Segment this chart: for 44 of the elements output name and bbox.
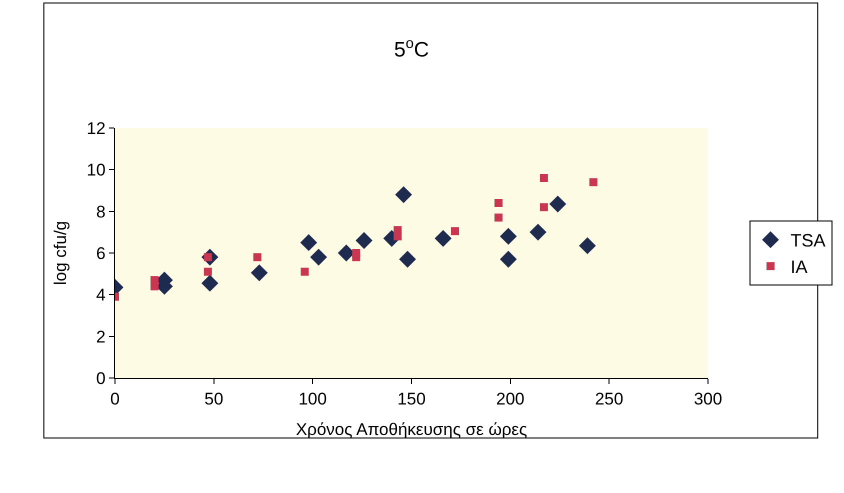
point	[589, 178, 598, 186]
point	[395, 186, 412, 204]
point	[578, 237, 596, 254]
legend-label: IA	[790, 257, 808, 278]
point	[494, 199, 502, 207]
point	[494, 214, 502, 222]
point	[500, 228, 517, 245]
y-tick-label: 0	[96, 368, 106, 388]
point	[450, 227, 459, 236]
point	[500, 250, 517, 268]
x-tick-label: 150	[397, 389, 426, 408]
point	[434, 230, 452, 247]
point	[253, 253, 262, 262]
point	[352, 253, 360, 262]
point	[201, 274, 218, 292]
point	[250, 264, 268, 282]
y-tick-label: 10	[86, 160, 106, 180]
x-tick-label: 200	[496, 389, 525, 408]
y-tick-label: 2	[96, 327, 106, 346]
point	[356, 232, 373, 249]
y-tick-label: 6	[96, 244, 106, 263]
point	[399, 250, 416, 268]
point	[300, 234, 318, 252]
point	[530, 224, 546, 241]
point	[540, 174, 548, 182]
point	[549, 196, 566, 212]
x-tick-label: 0	[110, 389, 120, 408]
chart-title: 5$^{o}$C	[394, 36, 430, 62]
point	[540, 203, 548, 212]
x-tick-label: 300	[694, 389, 722, 408]
y-tick-label: 8	[96, 202, 106, 222]
y-axis-title: log cfu/g	[51, 220, 70, 286]
x-tick-label: 100	[298, 389, 327, 408]
point	[310, 248, 328, 266]
x-tick-label: 50	[204, 389, 224, 408]
y-tick-label: 12	[86, 118, 106, 138]
y-tick-label: 4	[96, 286, 106, 305]
x-axis-title: Χρόνος Αποθήκευσης σε ώρες	[296, 420, 528, 439]
point	[394, 232, 402, 240]
x-tick-label: 250	[594, 389, 624, 408]
point	[150, 282, 159, 290]
point	[204, 268, 212, 276]
legend-label: TSA	[790, 230, 826, 251]
point	[300, 268, 309, 276]
